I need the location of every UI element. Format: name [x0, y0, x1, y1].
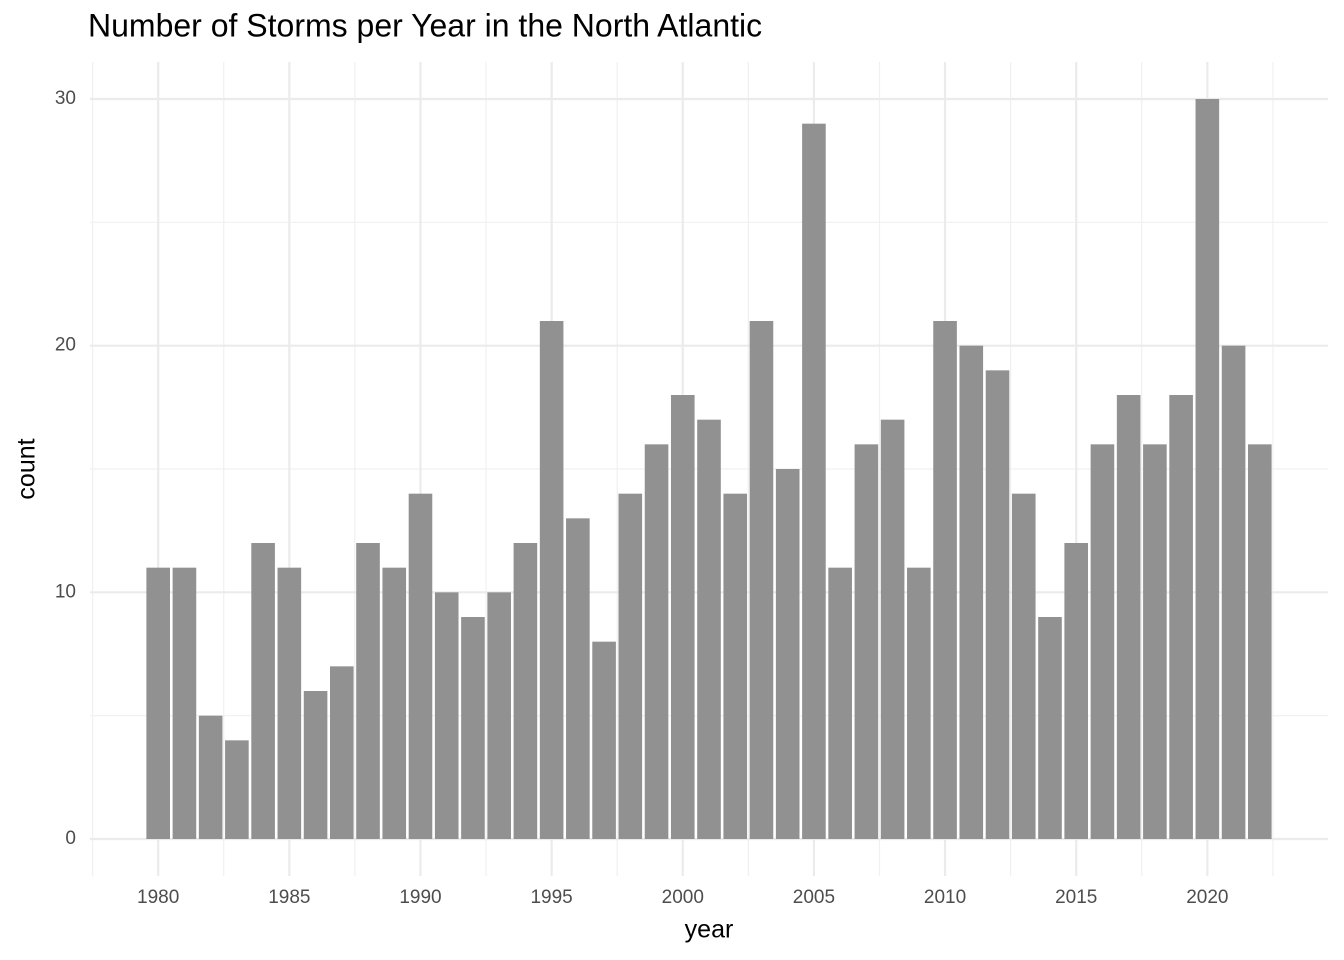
bar: [1169, 395, 1193, 839]
bar: [172, 567, 197, 839]
y-tick-label: 0: [65, 828, 76, 849]
bar: [513, 543, 538, 839]
bar: [1064, 543, 1089, 839]
bar: [1195, 99, 1220, 839]
bar: [225, 740, 249, 839]
x-tick-label: 2005: [793, 887, 835, 908]
bar: [1248, 444, 1272, 839]
bar: [146, 567, 170, 839]
x-tick-label: 2015: [1055, 887, 1097, 908]
bar: [566, 518, 590, 839]
bar: [749, 321, 774, 839]
bar: [356, 543, 380, 839]
bar: [644, 444, 669, 839]
bar: [1038, 617, 1062, 839]
x-tick-label: 1980: [137, 887, 179, 908]
y-tick-label: 20: [55, 335, 76, 356]
bar: [1143, 444, 1167, 839]
bar: [329, 666, 354, 839]
bar: [382, 567, 407, 839]
bar: [251, 543, 275, 839]
y-tick-label: 30: [55, 88, 76, 109]
bar: [985, 370, 1010, 839]
bar: [828, 567, 852, 839]
bar: [277, 567, 302, 839]
bar: [775, 469, 800, 839]
x-tick-label: 2000: [662, 887, 704, 908]
bar: [880, 419, 905, 839]
y-tick-label: 10: [55, 581, 76, 602]
bar: [461, 617, 485, 839]
bar: [434, 592, 459, 839]
bar: [697, 419, 721, 839]
bar: [907, 567, 931, 839]
bar: [1090, 444, 1115, 839]
bar: [854, 444, 879, 839]
bar: [959, 345, 984, 839]
bar: [933, 321, 957, 839]
bar: [670, 395, 695, 839]
x-tick-label: 2010: [924, 887, 966, 908]
x-tick-label: 1990: [399, 887, 441, 908]
bar: [487, 592, 511, 839]
bar: [539, 321, 564, 839]
bar: [303, 691, 328, 839]
bar: [723, 493, 748, 839]
bar: [802, 123, 826, 839]
x-tick-label: 1985: [268, 887, 310, 908]
x-axis-title: year: [685, 916, 734, 944]
x-tick-label: 2020: [1186, 887, 1228, 908]
bar: [1011, 493, 1036, 839]
bar: [198, 715, 223, 839]
x-tick-label: 1995: [530, 887, 572, 908]
y-axis-title: count: [13, 438, 41, 499]
bar: [592, 641, 616, 839]
bar: [1221, 345, 1246, 839]
bar: [1116, 395, 1141, 839]
bar: [408, 493, 433, 839]
chart-title: Number of Storms per Year in the North A…: [88, 7, 762, 43]
bar: [618, 493, 643, 839]
